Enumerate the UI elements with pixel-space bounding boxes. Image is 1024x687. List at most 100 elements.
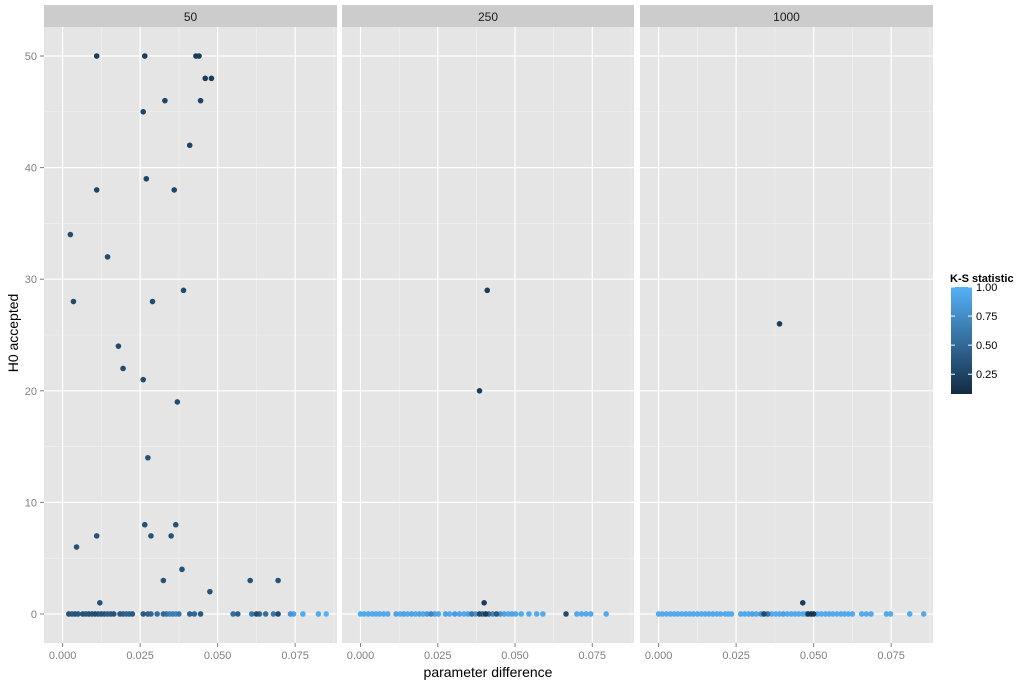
data-point	[104, 254, 111, 260]
data-point	[140, 376, 147, 383]
data-point	[141, 53, 148, 59]
x-tick-label: 0.000	[645, 650, 673, 662]
data-point	[858, 611, 865, 617]
data-point	[451, 611, 458, 617]
data-point	[863, 611, 870, 617]
legend-tick-label: 0.25	[976, 369, 997, 381]
data-point	[315, 611, 322, 617]
y-tick-label: 10	[25, 497, 37, 509]
data-point	[145, 611, 151, 617]
data-point	[461, 611, 467, 617]
data-point	[468, 611, 475, 617]
legend-colorbar	[951, 287, 972, 394]
data-point	[849, 611, 856, 617]
data-point	[172, 521, 179, 528]
data-point	[180, 287, 187, 294]
data-point	[262, 611, 269, 617]
data-point	[574, 611, 580, 617]
data-point	[365, 611, 372, 617]
y-tick-label: 20	[25, 386, 37, 398]
data-point	[540, 611, 546, 617]
data-point	[148, 533, 154, 539]
data-point	[583, 611, 589, 617]
data-point	[493, 611, 500, 617]
data-point	[679, 611, 685, 617]
data-point	[476, 611, 483, 617]
data-point	[234, 611, 241, 617]
data-point	[208, 75, 215, 82]
data-point	[784, 611, 791, 617]
facet-1000: 1000 0.000 0.025 0.050 0.075	[640, 5, 933, 662]
legend-title: K-S statistic	[950, 273, 1014, 285]
data-point	[323, 611, 329, 617]
data-point	[408, 611, 415, 617]
data-point	[663, 611, 670, 617]
data-point	[830, 611, 836, 617]
x-tick-label: 0.000	[49, 650, 77, 662]
data-point	[737, 611, 744, 617]
data-point	[171, 187, 178, 193]
data-point	[578, 611, 585, 617]
data-point	[143, 175, 150, 182]
facet-panels: 50 0.000 0.025 0.050 0.075 0 10 20 30 40 50 250 0.00…	[25, 5, 933, 662]
data-point	[149, 298, 156, 305]
data-point	[169, 611, 176, 617]
data-point	[710, 611, 716, 617]
data-point	[484, 287, 491, 294]
facet-strip-label: 250	[478, 10, 498, 24]
data-point	[428, 611, 434, 617]
data-point	[603, 611, 609, 617]
data-point	[115, 343, 122, 349]
data-point	[67, 231, 74, 238]
data-point	[179, 566, 185, 573]
data-point	[694, 611, 701, 617]
x-tick-label: 0.075	[281, 650, 309, 662]
x-tick-label: 0.075	[877, 650, 905, 662]
data-point	[906, 611, 913, 617]
color-legend: K-S statistic 0.25 0.50 0.75 1.00	[950, 273, 1014, 394]
data-point	[176, 611, 182, 617]
facet-strip	[640, 5, 933, 27]
data-point	[526, 611, 532, 617]
data-point	[275, 611, 281, 617]
data-point	[753, 611, 760, 617]
data-point	[476, 387, 483, 394]
facet-strip-label: 1000	[773, 10, 800, 24]
data-point	[728, 611, 735, 617]
data-point	[207, 588, 213, 595]
data-point	[248, 611, 255, 617]
data-point	[191, 611, 198, 617]
data-point	[761, 611, 767, 617]
data-point	[533, 611, 540, 617]
data-points	[357, 287, 609, 617]
x-tick-label: 0.050	[501, 650, 529, 662]
data-point	[117, 611, 123, 617]
data-point	[690, 611, 697, 617]
data-point	[97, 600, 103, 606]
x-tick-label: 0.025	[126, 650, 154, 662]
x-tick-label: 0.000	[347, 650, 375, 662]
data-point	[247, 577, 253, 584]
data-point	[456, 611, 463, 617]
data-point	[140, 611, 147, 617]
data-points	[66, 53, 329, 617]
data-point	[93, 533, 100, 539]
data-point	[92, 611, 98, 617]
x-tick-label: 0.025	[424, 650, 452, 662]
y-tick-label: 50	[25, 51, 37, 63]
data-point	[110, 611, 117, 617]
data-point	[920, 611, 927, 617]
y-tick-label: 40	[25, 163, 37, 175]
data-point	[518, 611, 525, 617]
data-point	[186, 611, 193, 617]
data-point	[659, 611, 666, 617]
data-point	[400, 611, 407, 617]
data-point	[79, 611, 86, 617]
data-point	[141, 521, 148, 528]
data-point	[509, 611, 515, 617]
legend-tick-label: 0.75	[976, 311, 997, 323]
y-tick-label: 0	[31, 609, 37, 621]
data-point	[230, 611, 236, 617]
data-point	[776, 321, 783, 327]
data-point	[275, 577, 281, 584]
